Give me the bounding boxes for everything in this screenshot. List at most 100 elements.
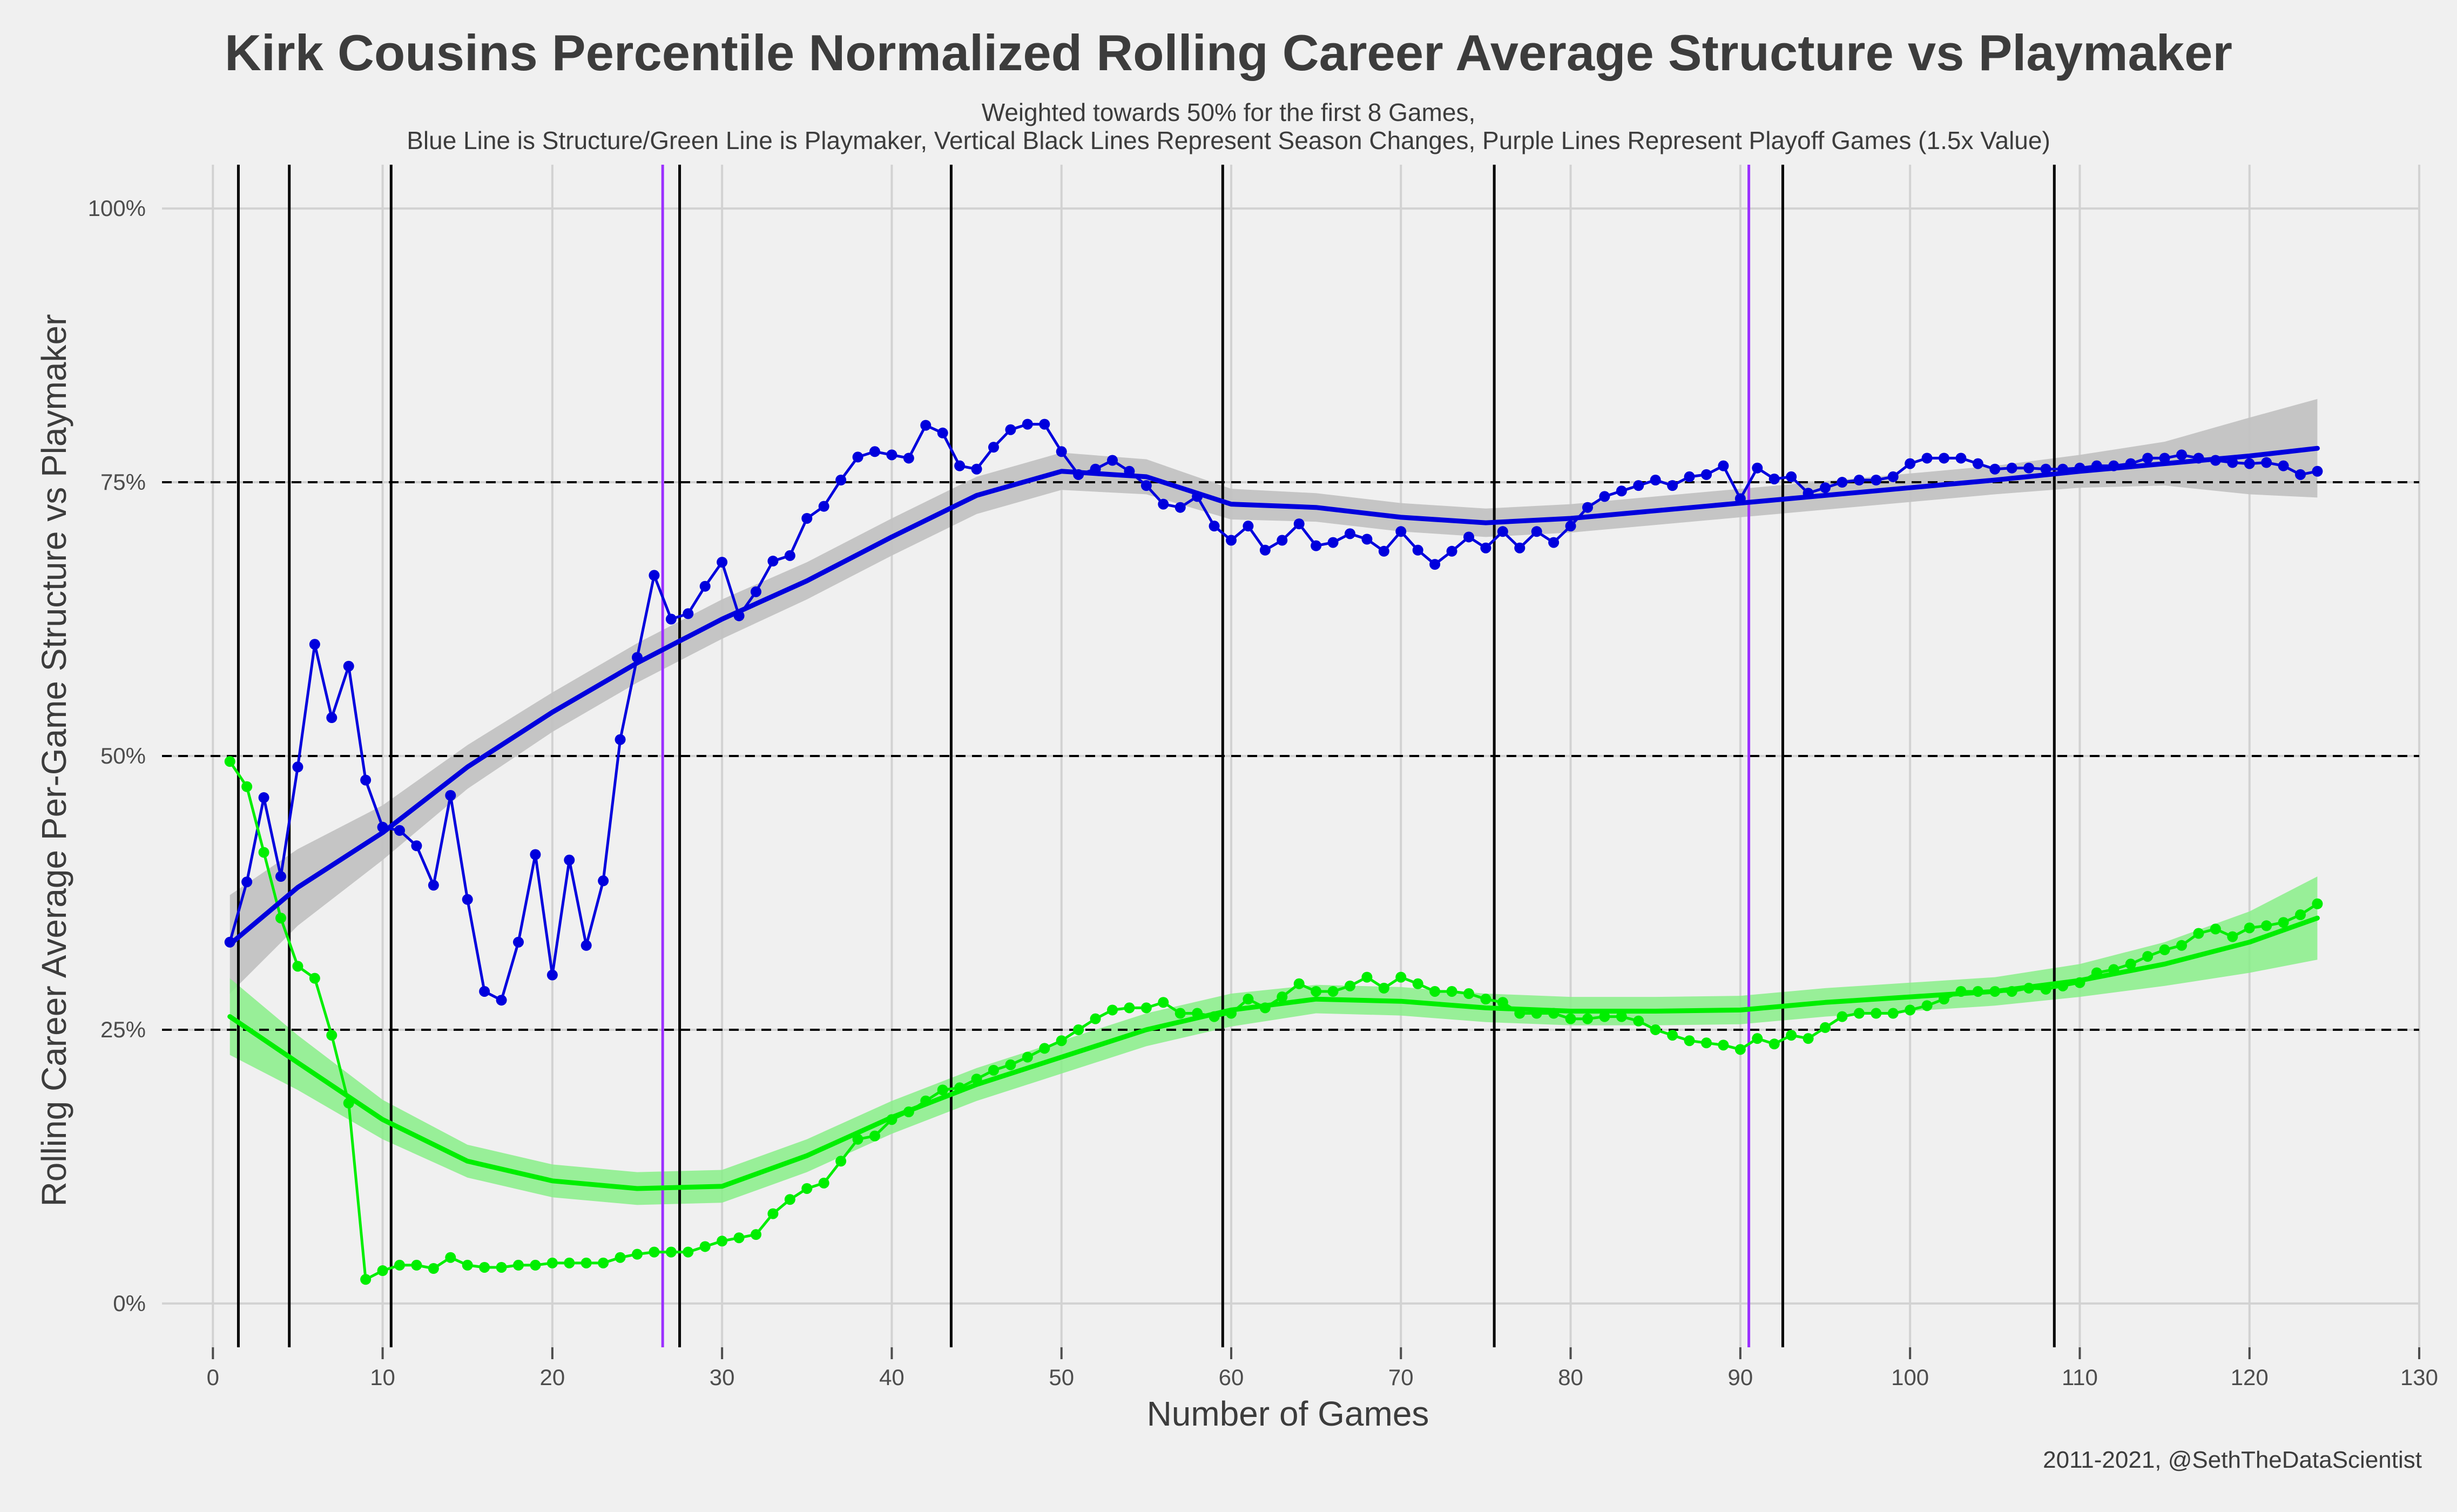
structure-point (1599, 491, 1610, 502)
structure-point (394, 825, 405, 836)
playmaker-point (360, 1274, 372, 1285)
structure-confidence-band (230, 399, 2318, 994)
playmaker-point (275, 913, 286, 924)
structure-point (852, 451, 863, 463)
playmaker-point (309, 973, 320, 984)
structure-point (683, 608, 694, 619)
playmaker-point (428, 1263, 439, 1274)
playmaker-point (326, 1030, 338, 1041)
playmaker-point (717, 1236, 728, 1247)
structure-point (1718, 460, 1729, 471)
playmaker-point (1463, 988, 1474, 1000)
playmaker-point (801, 1183, 813, 1194)
playmaker-point (1921, 1000, 1933, 1011)
structure-point (1989, 463, 2001, 475)
playmaker-point (2159, 944, 2170, 955)
playmaker-point (258, 847, 269, 858)
structure-point (1701, 469, 1712, 480)
structure-point (1837, 477, 1848, 488)
playmaker-point (632, 1248, 643, 1260)
structure-point (1667, 480, 1678, 491)
confidence-bands (230, 399, 2318, 1205)
structure-point (1684, 471, 1695, 482)
playmaker-point (767, 1208, 779, 1219)
playmaker-point (1073, 1024, 1084, 1035)
structure-point (937, 427, 948, 438)
y-tick-label: 25% (100, 1017, 146, 1042)
playmaker-point (1905, 1004, 1916, 1016)
playmaker-point (1582, 1013, 1593, 1024)
smooth-lines (227, 446, 2320, 1191)
structure-point (326, 712, 338, 724)
structure-point (292, 761, 303, 773)
structure-point (1752, 462, 1763, 474)
structure-point (751, 586, 761, 597)
playmaker-point (2312, 898, 2323, 909)
structure-point (649, 570, 660, 581)
structure-point (2244, 458, 2255, 469)
structure-point (411, 840, 422, 852)
playmaker-point (1056, 1035, 1067, 1047)
structure-point (513, 936, 524, 948)
playmaker-point (1837, 1011, 1848, 1022)
playmaker-point (2176, 940, 2187, 951)
playmaker-smooth-line (227, 915, 2320, 1191)
playmaker-point (377, 1265, 388, 1277)
chart-subtitle-line-1: Weighted towards 50% for the first 8 Gam… (982, 98, 1475, 126)
playmaker-point (2142, 951, 2154, 962)
playmaker-point (1616, 1011, 1627, 1022)
playmaker-point (1361, 971, 1373, 983)
x-tick-label: 70 (1388, 1365, 1414, 1390)
structure-point (903, 453, 914, 464)
x-tick-label: 50 (1049, 1365, 1074, 1390)
playmaker-point (1277, 991, 1288, 1003)
structure-point (2023, 462, 2035, 474)
x-tick-label: 80 (1558, 1365, 1583, 1390)
playmaker-point (869, 1130, 880, 1142)
playmaker-point (1480, 994, 1491, 1005)
playmaker-point (479, 1261, 490, 1273)
playmaker-point (615, 1252, 626, 1263)
playmaker-point (292, 961, 303, 972)
x-tick-label: 30 (710, 1365, 735, 1390)
playmaker-point (1446, 986, 1457, 997)
structure-point (1565, 521, 1576, 532)
playmaker-point (598, 1257, 609, 1268)
y-axis-ticks: 0% 25% 50% 75% 100% (88, 195, 146, 1316)
structure-point (1463, 531, 1474, 543)
playmaker-point (2244, 922, 2255, 934)
structure-point (2295, 469, 2306, 480)
structure-point (428, 880, 439, 891)
structure-point (2142, 453, 2154, 464)
playmaker-point (1429, 986, 1441, 997)
playmaker-point (751, 1229, 761, 1240)
playmaker-point (1599, 1011, 1610, 1022)
playmaker-point (1734, 1044, 1746, 1055)
structure-point (2312, 465, 2323, 477)
playmaker-point (445, 1252, 456, 1263)
y-tick-label: 0% (113, 1291, 146, 1316)
structure-point (988, 442, 999, 453)
structure-point (1056, 446, 1067, 457)
playmaker-point (1752, 1033, 1763, 1044)
structure-point (835, 475, 847, 485)
structure-point (343, 660, 354, 672)
y-tick-label: 50% (100, 743, 146, 768)
x-tick-label: 10 (370, 1365, 395, 1390)
structure-point (1582, 502, 1593, 513)
playmaker-point (784, 1194, 795, 1205)
structure-point (1140, 480, 1152, 491)
structure-point (2159, 453, 2170, 464)
structure-point (1277, 535, 1288, 546)
structure-point (1548, 537, 1560, 548)
chart-subtitle-line-2: Blue Line is Structure/Green Line is Pla… (407, 126, 2050, 154)
playmaker-point (2193, 928, 2204, 939)
structure-point (1955, 453, 1967, 464)
y-tick-label: 100% (88, 195, 146, 221)
structure-point (1633, 480, 1644, 491)
structure-point (869, 446, 880, 457)
playmaker-point (683, 1246, 694, 1258)
structure-point (971, 463, 982, 475)
structure-point (1429, 559, 1441, 570)
